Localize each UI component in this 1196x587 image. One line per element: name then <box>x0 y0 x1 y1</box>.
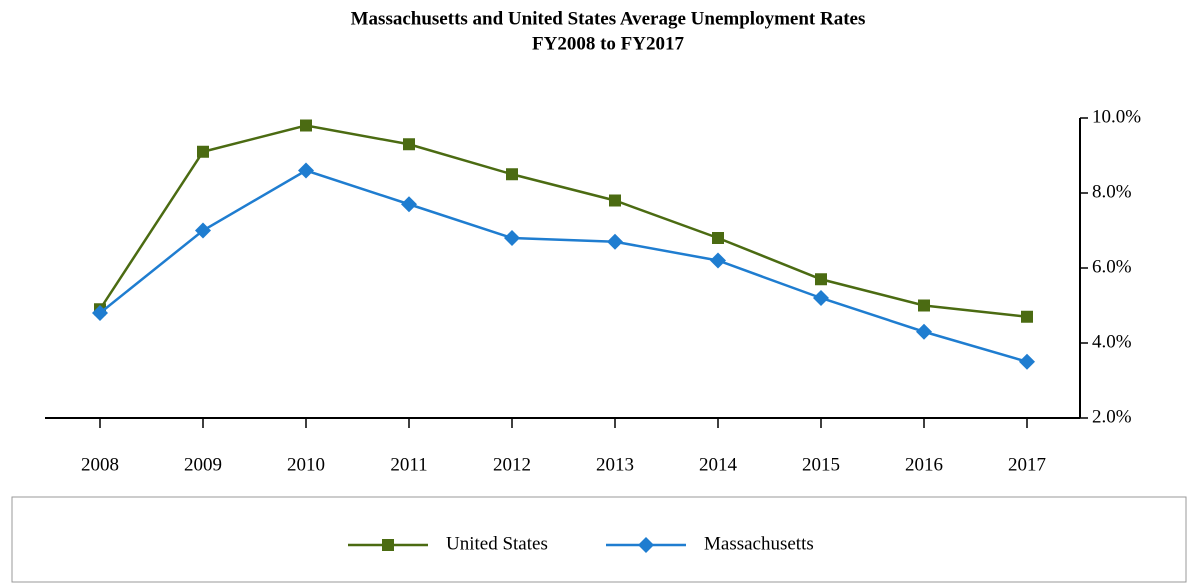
legend-label: United States <box>446 533 548 554</box>
x-tick-label: 2009 <box>184 454 222 475</box>
data-point <box>401 196 417 213</box>
x-tick-label: 2017 <box>1008 454 1046 475</box>
data-point <box>609 194 621 207</box>
x-tick-label: 2013 <box>596 454 634 475</box>
data-point <box>300 119 312 132</box>
y-tick-label: 8.0% <box>1092 181 1132 202</box>
legend-label: Massachusetts <box>704 533 814 554</box>
data-point <box>504 230 520 246</box>
x-tick-label: 2014 <box>699 454 738 475</box>
data-point <box>916 323 932 340</box>
legend-marker <box>638 537 654 553</box>
x-tick-label: 2010 <box>287 454 325 475</box>
data-point <box>92 305 108 321</box>
chart-subtitle: FY2008 to FY2017 <box>532 33 684 54</box>
y-tick-label: 6.0% <box>1092 256 1132 277</box>
data-point <box>506 168 518 181</box>
data-point <box>298 162 314 179</box>
data-point <box>403 138 415 151</box>
data-point <box>712 232 724 244</box>
data-point <box>815 273 827 286</box>
series-line <box>99 169 1028 363</box>
y-tick-label: 2.0% <box>1092 406 1132 427</box>
series-line <box>98 124 1028 318</box>
x-tick-label: 2011 <box>390 454 427 475</box>
x-tick-label: 2012 <box>493 454 531 475</box>
data-point <box>1019 353 1035 370</box>
y-tick-label: 10.0% <box>1092 106 1141 127</box>
data-point <box>813 290 829 306</box>
data-point <box>710 252 726 269</box>
data-point <box>607 233 623 250</box>
data-point <box>1021 310 1033 323</box>
y-tick-label: 4.0% <box>1092 331 1132 352</box>
x-tick-label: 2016 <box>905 454 943 475</box>
data-point <box>918 299 930 312</box>
data-point <box>197 145 209 158</box>
x-tick-label: 2015 <box>802 454 840 475</box>
x-tick-label: 2008 <box>81 454 119 475</box>
data-point <box>195 222 211 239</box>
legend-marker <box>382 539 394 551</box>
legend-box <box>11 496 1187 583</box>
chart-title: Massachusetts and United States Average … <box>351 8 866 29</box>
